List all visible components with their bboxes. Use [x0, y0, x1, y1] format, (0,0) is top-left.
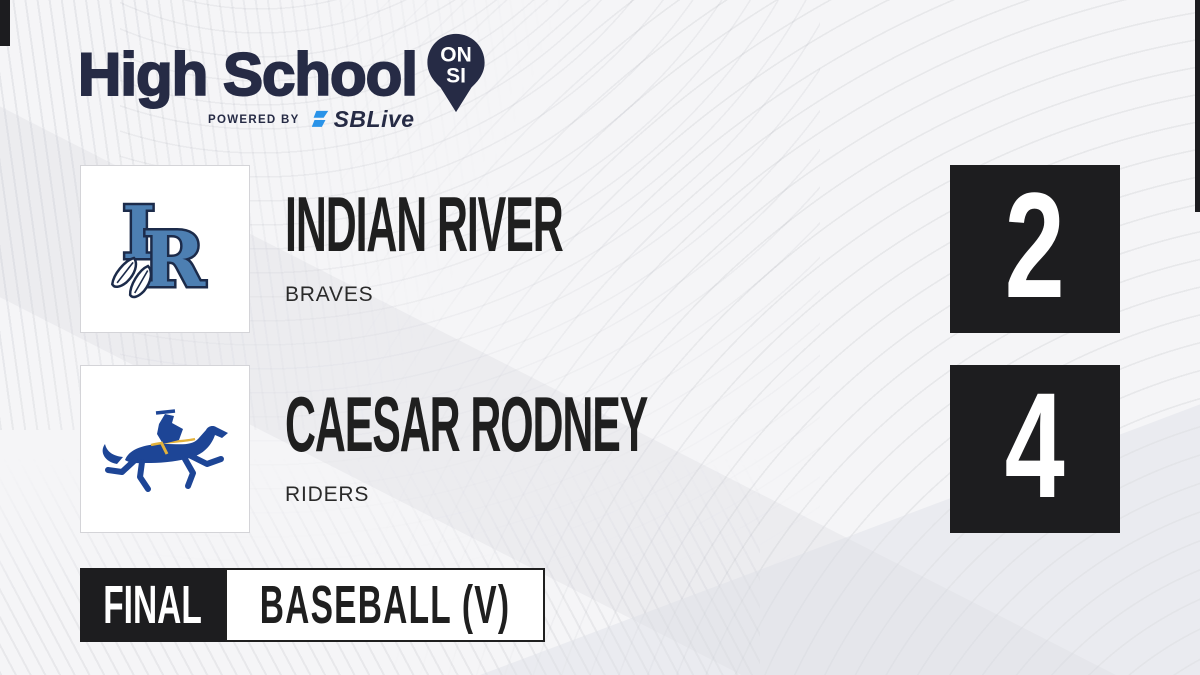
powered-by-label: POWERED BY [208, 113, 300, 126]
sport-label: BASEBALL (V) [259, 575, 511, 635]
team-mascot: BRAVES [285, 283, 374, 306]
team-row-indian-river: I R INDIAN RIVER BRAVES 2 [80, 165, 1120, 333]
score-tile: 4 [950, 365, 1120, 533]
sblive-bolt-icon [311, 110, 328, 127]
team-info: CAESAR RODNEY RIDERS [285, 385, 944, 507]
game-status-box: FINAL [80, 568, 225, 642]
on-si-pin-icon: ON SI [427, 33, 485, 113]
sblive-wordmark: SBLive [333, 106, 415, 132]
powered-by-row: POWERED BY SBLive [208, 106, 415, 133]
brand-title: High School [77, 41, 419, 109]
team-mascot: RIDERS [285, 483, 370, 506]
footer-status-bar: FINAL BASEBALL (V) [80, 568, 545, 642]
team-score: 4 [1004, 361, 1066, 529]
edge-accent-right [1195, 0, 1200, 212]
sport-box: BASEBALL (V) [225, 568, 545, 642]
feather-shape [110, 256, 138, 288]
team-row-caesar-rodney: CAESAR RODNEY RIDERS 4 [80, 365, 1120, 533]
team-name: INDIAN RIVER [285, 180, 564, 268]
contour-lines-right [340, 0, 1200, 675]
svg-text:R: R [142, 215, 206, 304]
pin-text-si: SI [446, 65, 466, 88]
caesar-rodney-horse-rider-logo [102, 409, 228, 492]
indian-river-ir-feathers-logo: I R [110, 188, 209, 307]
team-name: CAESAR RODNEY [285, 380, 648, 468]
caesar-rodney-logo-tile [80, 365, 250, 533]
team-score: 2 [1004, 161, 1066, 329]
game-status-label: FINAL [103, 575, 202, 635]
feather-shape [128, 264, 153, 299]
sblive-logo: SBLive [309, 106, 415, 133]
contour-lines-middle [120, 0, 820, 675]
header-brand: High School ON SI [77, 33, 487, 114]
indian-river-logo-tile: I R [80, 165, 250, 333]
score-tile: 2 [950, 165, 1120, 333]
pin-text-on: ON [440, 44, 471, 67]
team-info: INDIAN RIVER BRAVES [285, 185, 790, 307]
corner-accent-topleft [0, 0, 10, 46]
